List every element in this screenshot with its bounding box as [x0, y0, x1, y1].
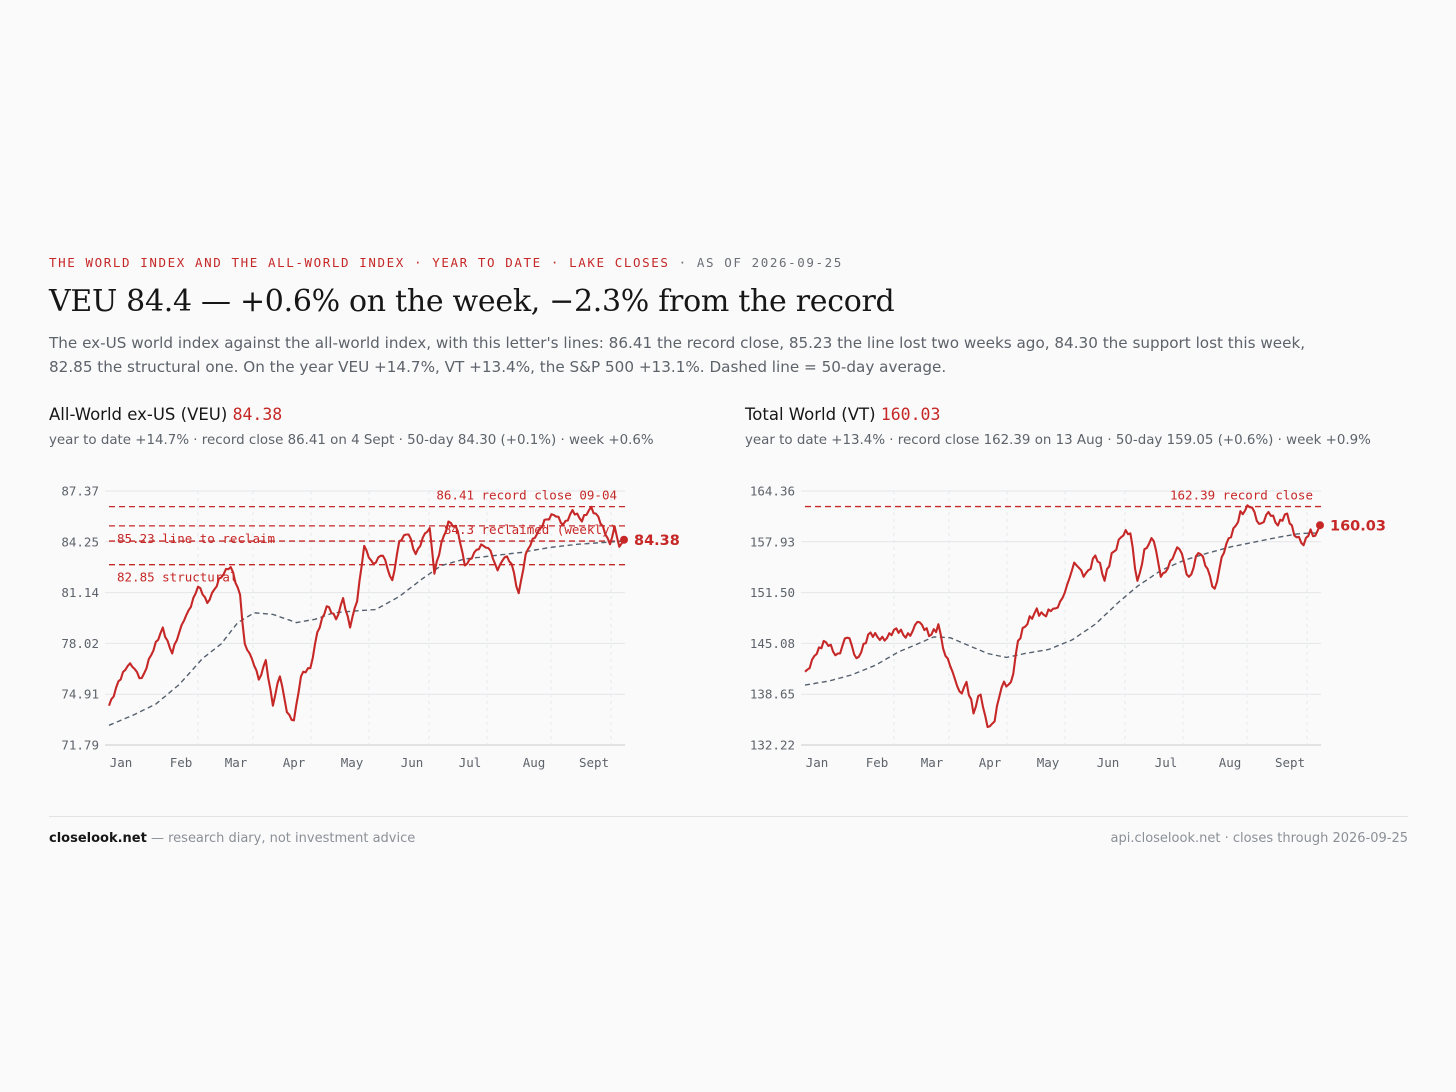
- y-tick-label: 81.14: [61, 585, 99, 600]
- x-tick-label: Mar: [225, 755, 248, 770]
- chart-panel-veu: All-World ex-US (VEU) 84.38 year to date…: [49, 405, 654, 448]
- x-tick-label: Sept: [579, 755, 609, 770]
- chart-title-text: All-World ex-US (VEU): [49, 405, 228, 424]
- x-tick-label: Feb: [170, 755, 193, 770]
- page-description: The ex-US world index against the all-wo…: [49, 334, 1306, 376]
- x-tick-label: Jul: [459, 755, 482, 770]
- y-tick-label: 87.37: [61, 484, 99, 499]
- y-tick-label: 84.25: [61, 534, 99, 549]
- chart-title-text: Total World (VT): [745, 405, 876, 424]
- x-tick-label: May: [341, 755, 364, 770]
- x-tick-label: Jan: [806, 755, 829, 770]
- price-line: [804, 504, 1321, 729]
- x-tick-label: Jun: [1097, 755, 1120, 770]
- page-title: VEU 84.4 — +0.6% on the week, −2.3% from…: [49, 284, 895, 319]
- y-tick-label: 78.02: [61, 636, 99, 651]
- last-close-label: 160.03: [1330, 519, 1386, 535]
- y-tick-label: 138.65: [750, 687, 795, 702]
- reference-line-label: 84.3 reclaimed (weekly): [444, 522, 617, 537]
- x-tick-label: Jul: [1155, 755, 1178, 770]
- price-line: [108, 505, 625, 722]
- y-tick-label: 71.79: [61, 738, 99, 753]
- footer-tagline: — research diary, not investment advice: [146, 831, 416, 846]
- x-tick-label: Mar: [921, 755, 944, 770]
- x-tick-label: Aug: [1219, 755, 1242, 770]
- x-tick-label: Sept: [1275, 755, 1305, 770]
- reference-line-label: 82.85 structural: [117, 570, 237, 585]
- footer-right: api.closelook.net · closes through 2026-…: [1110, 831, 1408, 846]
- x-tick-label: Jun: [401, 755, 424, 770]
- footer-left: closelook.net — research diary, not inve…: [49, 831, 415, 846]
- chart-title: All-World ex-US (VEU) 84.38: [49, 405, 654, 424]
- y-tick-label: 157.93: [750, 534, 795, 549]
- last-close-label: 84.38: [634, 533, 680, 549]
- y-tick-label: 151.50: [750, 585, 795, 600]
- chart-subtitle: year to date +13.4% · record close 162.3…: [745, 433, 1371, 448]
- chart-veu: 87.37 84.25 81.14 78.02 74.91 71.79 Jan Feb Mar A…: [61, 484, 680, 771]
- moving-average-line: [804, 532, 1320, 686]
- kicker-topic: THE WORLD INDEX AND THE ALL-WORLD INDEX …: [49, 255, 670, 270]
- last-value: 84.38: [232, 405, 283, 424]
- y-tick-label: 74.91: [61, 687, 99, 702]
- reference-line-label: 162.39 record close: [1170, 488, 1313, 503]
- chart-subtitle: year to date +14.7% · record close 86.41…: [49, 433, 654, 448]
- moving-average-line: [108, 540, 625, 726]
- y-tick-label: 132.22: [750, 738, 795, 753]
- reference-line-label: 85.23 line to reclaim: [117, 531, 275, 546]
- footer-brand: closelook.net: [49, 831, 147, 846]
- x-tick-label: Apr: [283, 755, 306, 770]
- x-tick-label: Feb: [866, 755, 889, 770]
- kicker: THE WORLD INDEX AND THE ALL-WORLD INDEX …: [49, 255, 843, 270]
- chart-panel-vt: Total World (VT) 160.03 year to date +13…: [745, 405, 1371, 448]
- last-close-marker: [620, 535, 628, 544]
- y-tick-label: 164.36: [750, 484, 795, 499]
- reference-line-label: 86.41 record close 09-04: [436, 488, 617, 503]
- chart-vt: 164.36 157.93 151.50 145.08 138.65 132.22 Jan F…: [750, 484, 1386, 771]
- footer-divider: [49, 816, 1408, 817]
- chart-title: Total World (VT) 160.03: [745, 405, 1371, 424]
- x-tick-label: Apr: [979, 755, 1002, 770]
- x-tick-label: May: [1037, 755, 1060, 770]
- last-value: 160.03: [880, 405, 941, 424]
- last-close-marker: [1316, 521, 1324, 530]
- x-tick-label: Jan: [110, 755, 133, 770]
- kicker-date: · AS OF 2026-09-25: [669, 255, 843, 270]
- x-tick-label: Aug: [523, 755, 546, 770]
- y-tick-label: 145.08: [750, 636, 795, 651]
